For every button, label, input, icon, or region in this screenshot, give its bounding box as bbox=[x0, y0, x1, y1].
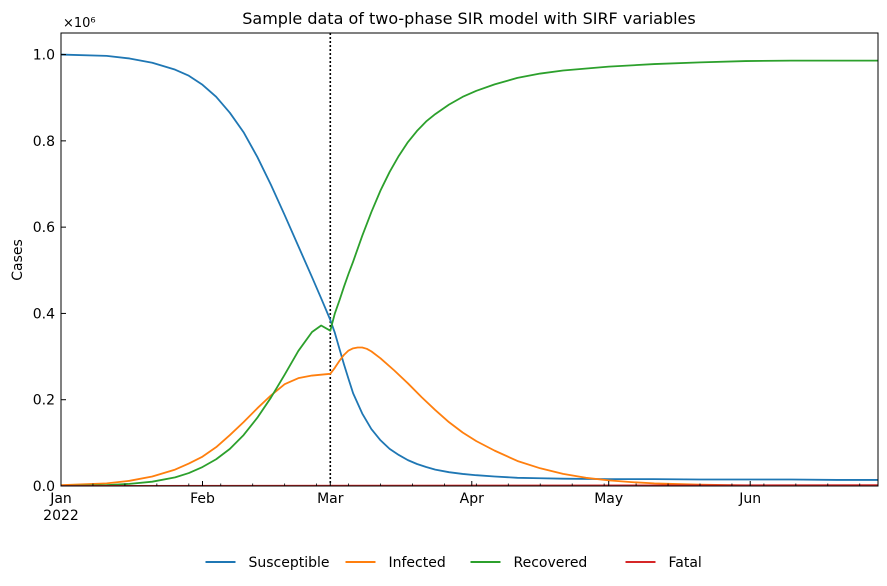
x-tick-sublabel: 2022 bbox=[43, 508, 79, 524]
legend-label-recovered: Recovered bbox=[514, 555, 588, 571]
y-tick-label: 0.8 bbox=[33, 134, 55, 150]
x-tick-label: May bbox=[594, 491, 623, 507]
y-axis-label: Cases bbox=[10, 239, 26, 281]
legend: Susceptible Infected Recovered Fatal bbox=[205, 555, 702, 571]
series-line-susceptible bbox=[61, 53, 878, 481]
legend-label-susceptible: Susceptible bbox=[249, 555, 330, 571]
chart-title: Sample data of two-phase SIR model with … bbox=[242, 9, 695, 28]
x-tick-label: Mar bbox=[317, 491, 344, 507]
x-tick-label: Feb bbox=[190, 491, 215, 507]
series-line-infected bbox=[61, 346, 878, 486]
y-tick-label: 0.4 bbox=[33, 306, 55, 322]
y-multiplier-label: ×10⁶ bbox=[63, 16, 96, 31]
plot-frame bbox=[60, 32, 879, 487]
y-tick-label: 1.0 bbox=[33, 48, 55, 64]
y-axis: 0.0 0.2 0.4 0.6 0.8 1.0 bbox=[33, 48, 66, 495]
x-tick-label: Jun bbox=[738, 491, 761, 507]
y-tick-label: 0.6 bbox=[33, 220, 55, 236]
x-tick-label: Jan bbox=[49, 491, 72, 507]
x-tick-label: Apr bbox=[460, 491, 484, 507]
y-tick-label: 0.2 bbox=[33, 393, 55, 409]
plot-lines bbox=[61, 33, 878, 486]
legend-label-infected: Infected bbox=[389, 555, 446, 571]
series-line-recovered bbox=[61, 59, 878, 486]
legend-label-fatal: Fatal bbox=[669, 555, 702, 571]
y-tick-label: 0.0 bbox=[33, 479, 55, 495]
